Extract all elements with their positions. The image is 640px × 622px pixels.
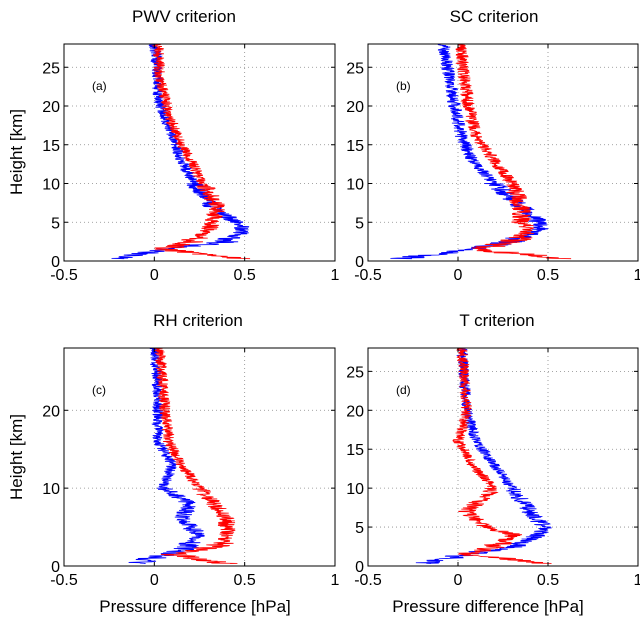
profile-line-blue [128,347,205,565]
y-tick-label: 15 [346,442,364,459]
y-tick-label: 10 [42,177,60,194]
chart-title: RH criterion [153,311,243,330]
x-tick-label: 1 [634,267,640,284]
y-tick-label: 25 [346,364,364,381]
x-tick-label: 0 [150,267,159,284]
y-tick-label: 5 [51,215,60,232]
x-axis-label: Pressure difference [hPa] [392,597,584,616]
plot-frame [63,43,336,262]
profile-line-blue [415,347,552,565]
y-tick-label: 25 [346,60,364,77]
x-tick-label: 0 [454,572,463,589]
panel-label: (b) [396,79,411,93]
y-tick-label: 0 [355,559,364,576]
y-tick-label: 20 [42,99,60,116]
x-axis-label: Pressure difference [hPa] [99,597,291,616]
chart-title: PWV criterion [132,7,236,26]
profile-line-blue [111,43,250,260]
profile-line-red [455,43,572,260]
chart-title: SC criterion [450,7,539,26]
y-axis-label: Height [km] [7,109,26,195]
x-tick-label: 1 [634,572,640,589]
x-tick-label: -0.5 [50,572,78,589]
plot-frame [367,347,639,567]
y-tick-label: 0 [355,254,364,271]
y-tick-label: 10 [346,481,364,498]
y-tick-label: 20 [346,403,364,420]
x-tick-label: 1 [331,572,340,589]
y-tick-label: 15 [42,138,60,155]
x-tick-label: 0 [454,267,463,284]
y-tick-label: 0 [51,254,60,271]
x-tick-label: -0.5 [354,572,382,589]
y-tick-label: 25 [42,60,60,77]
y-tick-label: 0 [51,559,60,576]
profile-line-blue [390,43,549,260]
x-tick-label: -0.5 [354,267,382,284]
y-tick-label: 20 [42,403,60,420]
y-tick-label: 10 [346,177,364,194]
profile-line-red [154,347,238,565]
x-tick-label: 0.5 [234,267,256,284]
profile-line-red [151,43,251,260]
x-tick-label: 0 [150,572,159,589]
y-tick-label: 10 [42,481,60,498]
x-tick-label: 0.5 [537,267,559,284]
x-tick-label: -0.5 [50,267,78,284]
plot-frame [63,347,336,567]
x-tick-label: 0.5 [234,572,256,589]
y-tick-label: 5 [355,215,364,232]
y-axis-label: Height [km] [7,414,26,500]
x-tick-label: 1 [331,267,340,284]
y-tick-label: 5 [355,520,364,537]
plot-frame [367,43,639,262]
x-tick-label: 0.5 [537,572,559,589]
chart-title: T criterion [459,311,534,330]
y-tick-label: 15 [346,138,364,155]
y-tick-label: 20 [346,99,364,116]
panel-label: (c) [92,383,106,397]
profile-line-red [452,347,552,565]
panel-label: (d) [396,383,411,397]
panel-label: (a) [92,79,107,93]
